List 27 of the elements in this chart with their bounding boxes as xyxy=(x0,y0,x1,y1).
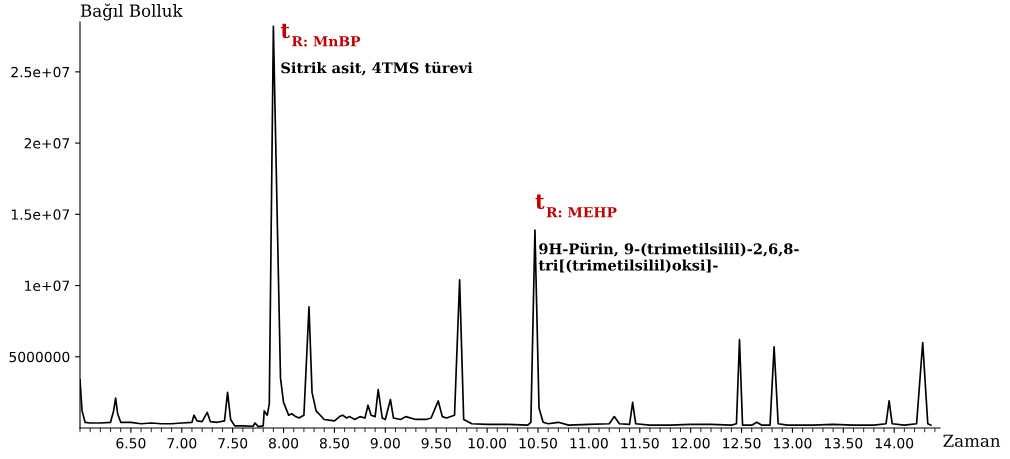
y-tick-label: 1e+07 xyxy=(25,280,70,292)
x-tick-label: 7.50 xyxy=(218,437,248,449)
x-tick-label: 10.00 xyxy=(468,437,507,449)
x-tick-label: 6.50 xyxy=(116,437,146,449)
x-tick-label: 9.50 xyxy=(421,437,451,449)
x-tick-label: 11.50 xyxy=(621,437,659,449)
x-tick-label: 8.00 xyxy=(269,437,299,449)
x-axis-title: Zaman xyxy=(943,434,1001,448)
x-tick-label: 11.00 xyxy=(570,437,608,449)
y-tick-label: 5000000 xyxy=(9,351,70,363)
annotation: Sitrik asit, 4TMS türevi xyxy=(281,61,473,76)
x-tick-label: 7.00 xyxy=(167,437,197,449)
x-tick-label: 10.50 xyxy=(519,437,557,449)
y-axis-title: Bağıl Bolluk xyxy=(80,3,183,21)
x-tick-label: 12.50 xyxy=(723,437,761,449)
x-tick-label: 13.50 xyxy=(824,437,863,449)
x-tick-label: 14.00 xyxy=(875,437,914,449)
x-tick-label: 13.00 xyxy=(774,437,812,449)
annotation: 9H-Pürin, 9-(trimetilsilil)-2,6,8- tri[(trimetilsilil)oksi]- xyxy=(538,242,799,273)
y-tick-label: 2e+07 xyxy=(24,138,70,149)
annotation: tR: MnBP xyxy=(280,23,361,47)
y-tick-label: 1.5e+07 xyxy=(11,209,70,220)
x-tick-label: 9.00 xyxy=(370,437,400,449)
y-tick-label: 2.5e+07 xyxy=(11,66,70,78)
annotation: tR: MEHP xyxy=(535,194,617,218)
x-tick-label: 8.50 xyxy=(319,437,349,449)
x-tick-label: 12.00 xyxy=(672,437,710,449)
